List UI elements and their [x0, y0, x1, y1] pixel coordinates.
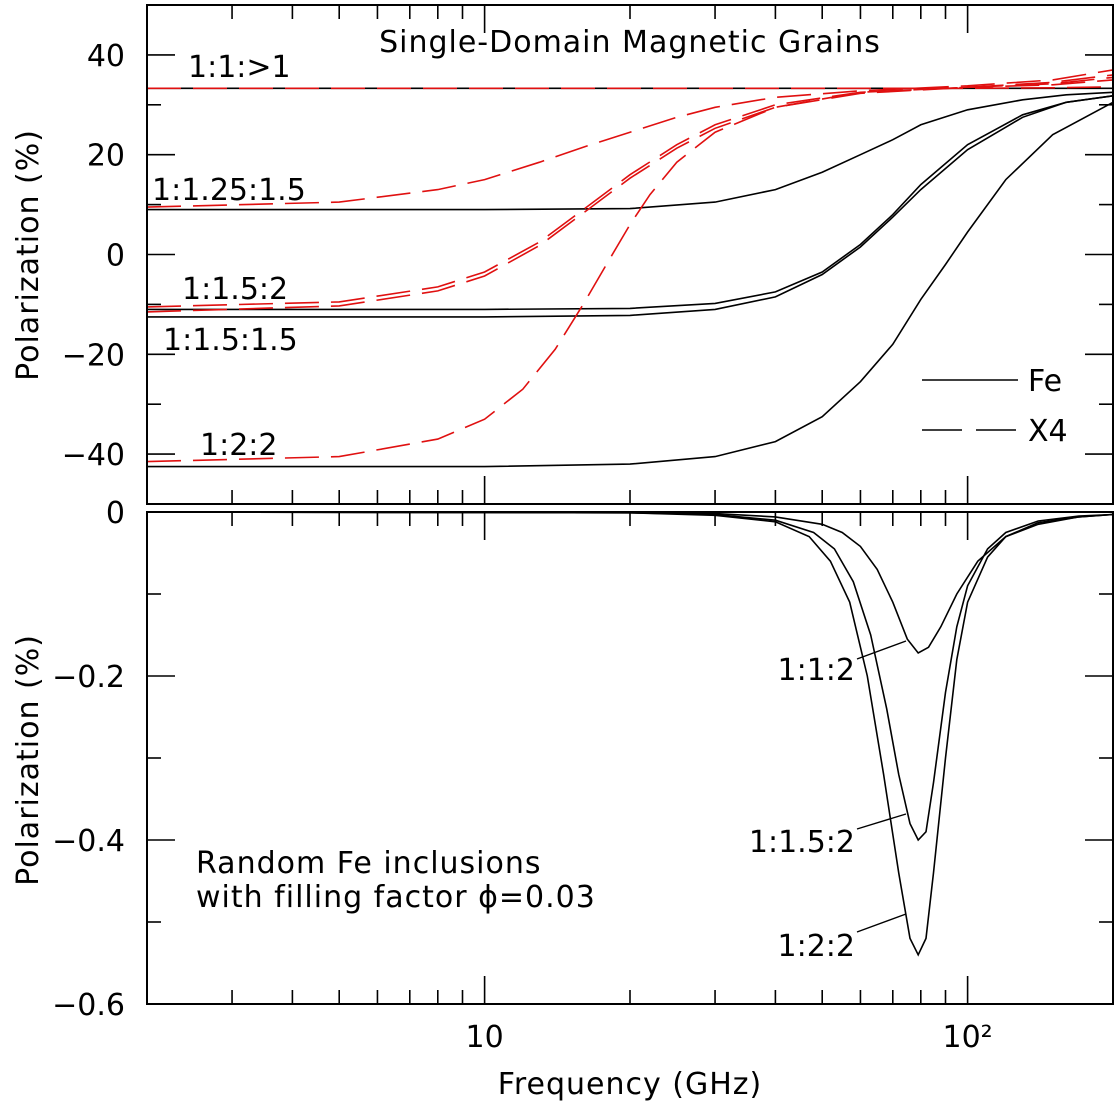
top-y-tick-label: −40: [62, 438, 125, 473]
legend-label-x4: X4: [1028, 414, 1068, 449]
top-y-axis-label: Polarization (%): [11, 129, 46, 381]
bottom-plot-frame: [146, 511, 1114, 1005]
curve-label-1-2-2: 1:2:2: [778, 929, 855, 964]
top-series-8: [146, 76, 1114, 313]
top-y-tick-label: 40: [87, 39, 125, 74]
leader-1-2-2: [856, 913, 907, 933]
top-y-tick-label: 20: [87, 139, 125, 174]
top-series-3: [147, 95, 1114, 318]
bottom-y-tick-label: −0.6: [52, 988, 125, 1023]
curve-label-1-1-2: 1:1:2: [778, 653, 855, 688]
leader-1-1.5-2: [856, 813, 907, 830]
annotation-line-1: Random Fe inclusions: [196, 846, 542, 881]
top-series-2: [147, 95, 1114, 311]
bottom-y-axis-label: Polarization (%): [11, 634, 46, 886]
bottom-panel: −0.6 −0.4 −0.2 0 10 10² Polarization (%) Freq…: [11, 496, 1114, 1102]
top-series-1: [147, 91, 1114, 211]
top-y-tick-label: 0: [106, 239, 125, 274]
legend-label-fe: Fe: [1028, 364, 1062, 399]
bottom-series-1: [146, 511, 1114, 842]
top-series-4: [147, 101, 1114, 468]
top-series: [146, 69, 1114, 468]
bottom-x-tick-label: 10²: [943, 1020, 993, 1055]
top-series-9: [146, 79, 1114, 463]
bottom-y-tick-label: 0: [106, 496, 125, 531]
annotation-line-2: with filling factor ϕ=0.03: [196, 880, 596, 915]
top-panel: −40 −20 0 20 40 Single-Domain Magnetic Grain…: [11, 4, 1114, 505]
bottom-x-tick-label: 10: [466, 1020, 504, 1055]
leader-1-1-2: [856, 640, 907, 660]
top-ticks: −40 −20 0 20 40: [62, 4, 1114, 505]
chart-title: Single-Domain Magnetic Grains: [379, 25, 881, 60]
bottom-y-tick-label: −0.2: [52, 660, 125, 695]
bottom-series: [146, 511, 1114, 957]
legend: Fe X4: [922, 364, 1068, 449]
top-series-6: [146, 69, 1114, 208]
curve-label-1-1-gt1: 1:1:>1: [188, 50, 291, 85]
top-y-tick-label: −20: [62, 338, 125, 373]
curve-label-1-2-2: 1:2:2: [200, 428, 277, 463]
x-axis-label: Frequency (GHz): [498, 1067, 762, 1102]
top-series-5: [147, 86, 1114, 90]
curve-label-1-1.5-1.5: 1:1.5:1.5: [163, 323, 298, 358]
curve-label-1-1.25-1.5: 1:1.25:1.5: [152, 173, 306, 208]
bottom-y-tick-label: −0.4: [52, 824, 125, 859]
curve-label-1-1.5-2: 1:1.5:2: [182, 272, 288, 307]
top-plot-frame: [146, 4, 1114, 505]
curve-label-1-1.5-2: 1:1.5:2: [749, 825, 855, 860]
bottom-ticks: −0.6 −0.4 −0.2 0 10 10²: [52, 496, 1114, 1055]
bottom-series-2: [146, 511, 1114, 957]
